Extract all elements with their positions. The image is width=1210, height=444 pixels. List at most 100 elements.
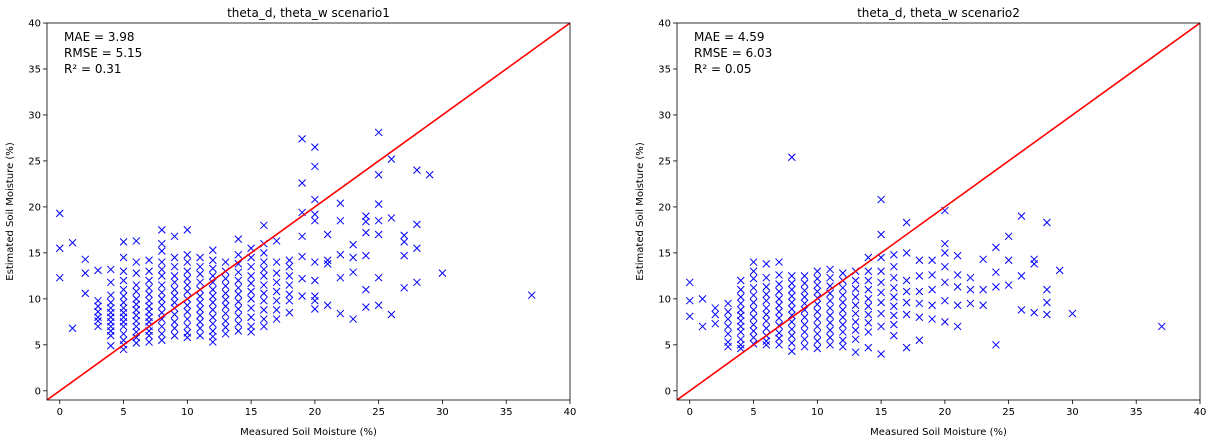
scatter-point xyxy=(902,218,911,227)
scatter-point xyxy=(234,319,243,328)
scatter-point xyxy=(736,276,745,285)
y-tick-label: 25 xyxy=(658,156,671,167)
scatter-point xyxy=(145,290,153,299)
scatter-point xyxy=(838,306,847,314)
scatter-point xyxy=(1004,281,1013,289)
scatter-point xyxy=(247,304,255,312)
scatter-point xyxy=(349,315,357,323)
scatter-point xyxy=(890,320,898,329)
x-axis-label: Measured Soil Moisture (%) xyxy=(240,427,377,438)
scatter-point xyxy=(813,281,822,289)
scatter-point xyxy=(145,307,153,316)
scatter-point xyxy=(1043,298,1051,307)
scatter-point xyxy=(762,310,771,319)
scatter-point xyxy=(247,279,255,288)
scatter-point xyxy=(941,249,949,257)
scatter-point xyxy=(132,237,141,245)
y-tick-label: 10 xyxy=(28,294,41,305)
scatter-point xyxy=(247,322,255,331)
scatter-point xyxy=(864,302,873,311)
scatter-point xyxy=(413,278,421,287)
scatter-point xyxy=(1068,309,1077,318)
scatter-point xyxy=(234,283,243,292)
scatter-point xyxy=(183,315,192,323)
scatter-point xyxy=(877,350,885,358)
scatter-point xyxy=(362,303,370,311)
x-tick-label: 30 xyxy=(436,407,449,418)
scatter-point xyxy=(170,331,179,340)
y-tick-label: 25 xyxy=(28,156,41,167)
scatter-point xyxy=(260,249,268,257)
r2-annotation: R² = 0.05 xyxy=(694,62,752,76)
scatter-point xyxy=(311,195,319,204)
y-tick-label: 5 xyxy=(35,340,41,351)
scatter-point xyxy=(775,280,783,288)
scatter-point xyxy=(196,262,204,271)
scatter-point xyxy=(953,301,962,310)
scatter-points xyxy=(55,128,536,354)
scatter-point xyxy=(813,322,822,331)
scatter-point xyxy=(260,281,268,289)
y-tick-label: 40 xyxy=(658,19,671,30)
scatter-point xyxy=(336,273,345,282)
scatter-point xyxy=(775,258,783,266)
x-tick-label: 20 xyxy=(309,407,322,418)
scatter-point xyxy=(157,315,166,323)
scatter-point xyxy=(285,256,294,265)
scatter-point xyxy=(196,253,204,262)
scatter-point xyxy=(183,226,192,234)
x-tick-label: 10 xyxy=(181,407,194,418)
scatter-point xyxy=(979,255,987,264)
scatter-point xyxy=(183,274,192,283)
scatter-point xyxy=(157,281,166,289)
scatter-point xyxy=(787,325,796,334)
scatter-point xyxy=(170,232,179,241)
scatter-point xyxy=(838,269,847,277)
scatter-point xyxy=(1017,212,1026,220)
scatter-point xyxy=(260,296,268,305)
scatter-point xyxy=(749,327,758,335)
scatter-point xyxy=(132,295,141,303)
scatter-point xyxy=(1030,260,1039,268)
scatter-point xyxy=(838,320,847,329)
scatter-point xyxy=(336,250,345,259)
scatter-point xyxy=(285,308,294,317)
y-tick-label: 35 xyxy=(28,64,41,75)
scatter-point xyxy=(902,287,911,296)
scatter-point xyxy=(349,268,357,277)
scatter-point xyxy=(208,264,217,273)
scatter-point xyxy=(170,298,179,307)
scatter-point xyxy=(106,265,115,274)
scatter-point xyxy=(762,260,771,268)
scatter-point xyxy=(234,297,243,306)
scatter-point xyxy=(157,265,166,274)
scatter-point xyxy=(941,239,949,248)
scatter-point xyxy=(736,344,745,353)
scatter-point xyxy=(838,291,847,300)
scatter-point xyxy=(800,335,809,344)
scatter-point xyxy=(234,235,243,243)
scatter-point xyxy=(736,317,745,325)
scatter-point xyxy=(890,311,898,320)
scatter-point xyxy=(890,273,898,282)
scatter-point xyxy=(196,270,204,278)
scatter-point xyxy=(208,292,217,300)
scatter-point xyxy=(208,298,217,307)
scatter-point xyxy=(285,290,294,299)
scatter-point xyxy=(208,306,217,314)
scatter-point xyxy=(298,274,306,283)
scatter-point xyxy=(762,304,771,312)
chart-panel-scenario1: theta_d, theta_w scenario1 0 5 10 15 20 25 30 3… xyxy=(5,6,576,438)
scatter-point xyxy=(762,296,771,305)
scatter-point xyxy=(234,250,243,259)
scatter-point xyxy=(915,272,924,280)
scatter-point xyxy=(362,251,370,260)
scatter-point xyxy=(272,258,281,266)
scatter-point xyxy=(157,288,166,297)
scatter-point xyxy=(685,296,694,305)
scatter-point xyxy=(775,271,783,279)
scatter-point xyxy=(374,273,383,282)
scatter-point xyxy=(953,251,962,260)
scatter-point xyxy=(55,273,64,282)
scatter-point xyxy=(864,343,873,352)
